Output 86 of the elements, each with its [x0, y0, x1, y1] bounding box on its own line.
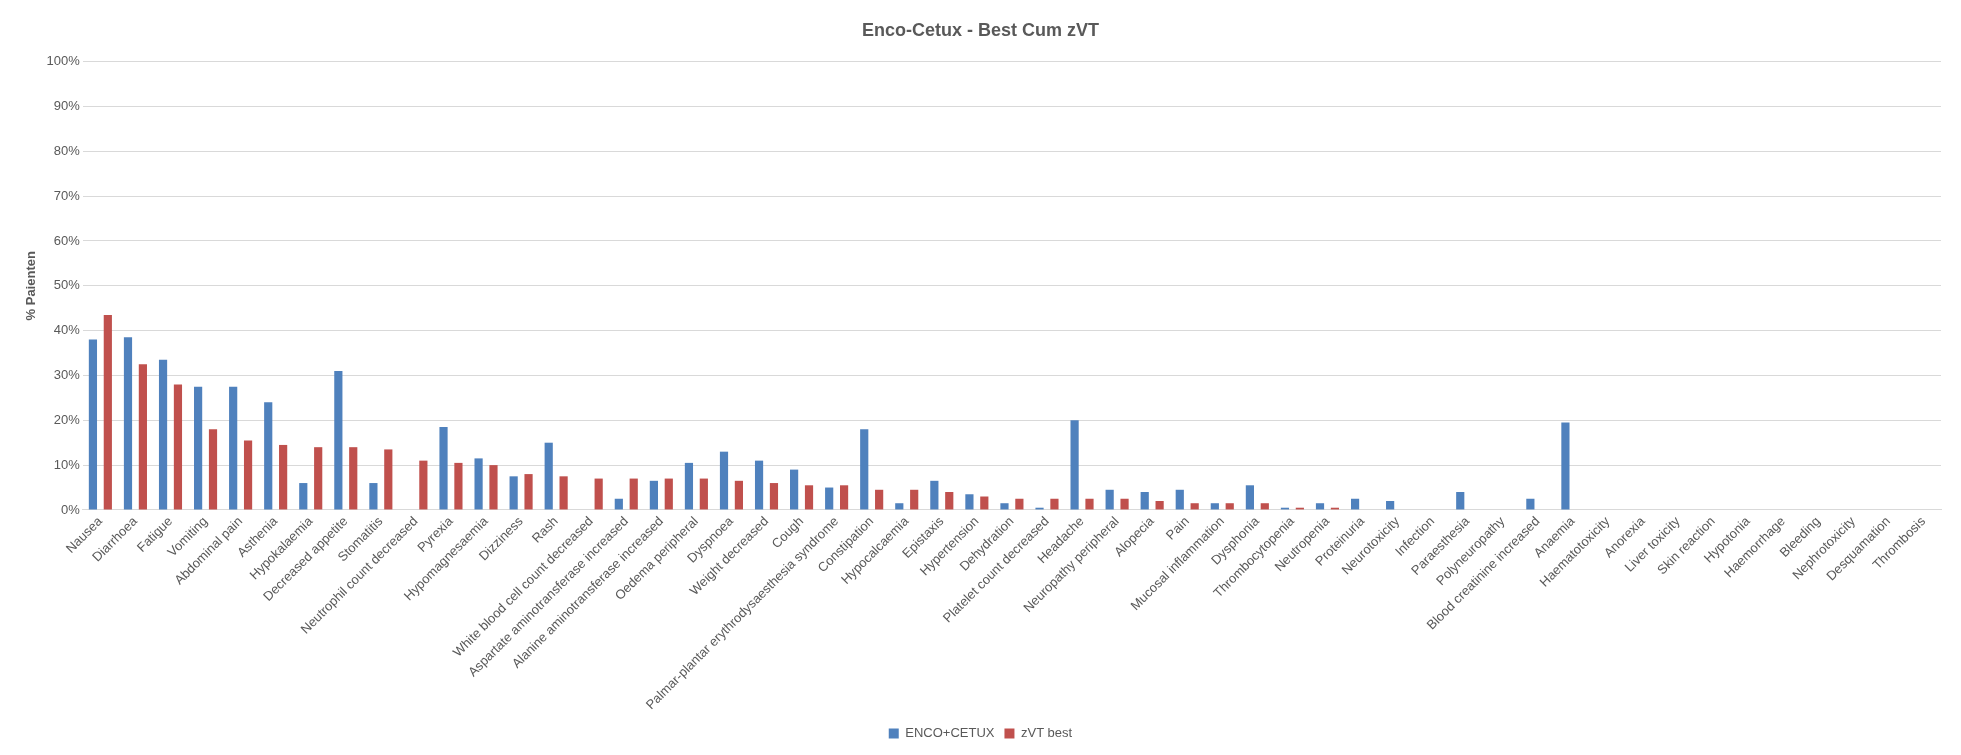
bar — [103, 314, 112, 510]
bar — [649, 480, 658, 510]
bar — [910, 489, 919, 510]
bar — [439, 427, 448, 510]
bar — [489, 465, 498, 510]
bar — [1386, 500, 1395, 510]
bar — [945, 492, 954, 510]
bar — [825, 487, 834, 510]
bar — [875, 489, 884, 510]
legend-label: zVT best — [1020, 725, 1073, 741]
bar — [614, 498, 623, 510]
bar — [1085, 498, 1094, 510]
bar — [208, 429, 218, 510]
bar — [1105, 489, 1114, 510]
bar — [1140, 492, 1149, 510]
bar — [419, 460, 428, 510]
bar — [754, 460, 764, 510]
bar — [1015, 498, 1024, 510]
bar — [279, 444, 288, 510]
bar — [1210, 503, 1219, 510]
bar — [1050, 498, 1059, 510]
bar — [474, 458, 483, 510]
y-tick-label: 100% — [46, 53, 81, 69]
bar — [369, 483, 378, 510]
bar — [1561, 422, 1570, 510]
chart-title: Enco-Cetux - Best Cum zVT — [861, 19, 1100, 40]
bar — [264, 402, 273, 510]
bar — [544, 442, 553, 510]
legend-label: ENCO+CETUX — [905, 725, 995, 741]
bar — [895, 503, 904, 510]
bar — [1260, 503, 1269, 510]
bar — [88, 339, 98, 510]
bar — [299, 483, 308, 510]
bar — [699, 478, 708, 510]
bar — [839, 485, 849, 510]
y-tick-label: 20% — [53, 411, 81, 427]
bar — [559, 476, 568, 510]
y-tick-label: 0% — [61, 501, 81, 517]
bar — [194, 386, 203, 510]
bar — [524, 474, 533, 510]
bar — [243, 440, 253, 510]
bar — [349, 447, 358, 510]
bar — [454, 462, 463, 510]
bar — [173, 384, 183, 510]
y-tick-label: 80% — [53, 142, 81, 158]
y-tick-label: 90% — [53, 98, 81, 114]
bar — [1000, 503, 1009, 510]
y-tick-label: 30% — [53, 367, 81, 383]
bar — [769, 483, 779, 510]
bar — [1225, 503, 1234, 510]
bar — [509, 476, 518, 510]
bar — [334, 370, 343, 510]
bar — [664, 478, 673, 510]
bar — [1175, 489, 1184, 510]
bar — [1456, 492, 1465, 510]
bar — [860, 429, 869, 510]
bar — [384, 449, 393, 510]
bar — [1315, 503, 1325, 510]
bar — [1070, 420, 1079, 510]
y-axis-title: % Paienten — [23, 251, 39, 321]
bar — [158, 359, 168, 510]
bar — [1526, 498, 1535, 510]
bar — [229, 386, 238, 510]
bar — [734, 480, 743, 510]
bar — [123, 337, 133, 510]
bar — [1245, 485, 1254, 510]
y-tick-label: 50% — [53, 277, 81, 293]
bar — [804, 485, 814, 510]
bar — [1190, 503, 1199, 510]
bar — [314, 447, 323, 510]
bar — [1350, 498, 1360, 510]
y-tick-label: 10% — [53, 456, 81, 472]
bar — [594, 478, 603, 510]
bar — [980, 496, 989, 510]
bar — [1155, 500, 1164, 510]
bar — [930, 480, 939, 510]
y-tick-label: 40% — [53, 322, 81, 338]
bar — [1120, 498, 1129, 510]
bar — [719, 451, 729, 510]
bar — [138, 364, 147, 510]
bar — [684, 462, 694, 510]
y-tick-label: 60% — [53, 232, 81, 248]
bar — [965, 494, 974, 510]
bar — [790, 469, 799, 510]
y-tick-label: 70% — [53, 187, 81, 203]
bar — [629, 478, 638, 510]
